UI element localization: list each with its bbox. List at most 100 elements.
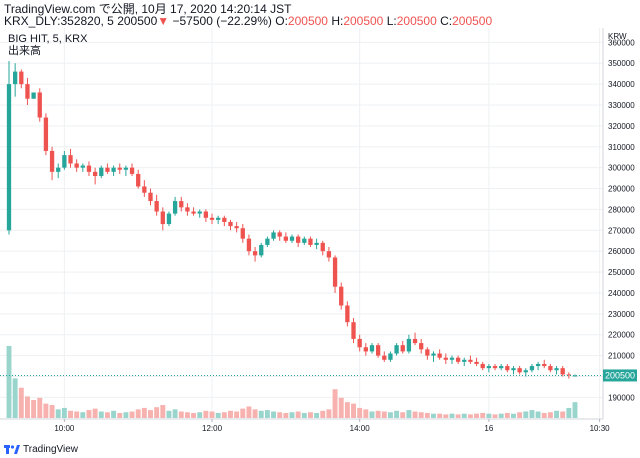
candle-body xyxy=(529,366,535,371)
volume-bar xyxy=(6,346,12,418)
candle-body xyxy=(468,359,473,362)
chart-legend: BIG HIT, 5, KRX 出来高 xyxy=(8,33,87,57)
candle-body xyxy=(259,244,264,256)
volume-bar xyxy=(295,411,301,418)
grid-lines xyxy=(0,28,603,419)
close-value: 200500 xyxy=(452,14,493,28)
candle-body xyxy=(265,238,270,245)
candle-body xyxy=(332,257,338,287)
volume-bar xyxy=(529,410,535,418)
volume-bar xyxy=(541,412,547,418)
candle-body xyxy=(209,217,215,220)
candle-body xyxy=(375,345,381,356)
volume-bar xyxy=(18,387,24,418)
candle-body xyxy=(295,236,301,243)
candle-body xyxy=(369,345,375,352)
tradingview-brand: TradingView xyxy=(23,443,79,455)
legend-title: BIG HIT, 5, KRX xyxy=(8,33,88,45)
price-tick-label: 300000 xyxy=(608,164,635,173)
candle-body xyxy=(492,366,498,369)
symbol-quote-line: KRX_DLY:352820, 5 200500▼ −57500 (−22.29… xyxy=(4,14,492,28)
candle-body xyxy=(246,238,252,252)
candle-body xyxy=(43,117,49,151)
candle-body xyxy=(443,357,448,360)
volume-bar xyxy=(338,397,344,418)
candle-body xyxy=(6,84,12,231)
volume-bar xyxy=(160,405,166,418)
price-tick-label: 240000 xyxy=(608,289,635,298)
low-label: L: xyxy=(386,14,397,28)
volume-bar xyxy=(172,409,178,418)
volume-bar xyxy=(547,412,553,418)
volume-bar xyxy=(301,412,307,418)
volume-bar xyxy=(215,412,221,418)
candle-body xyxy=(283,236,289,241)
candle-body xyxy=(86,165,92,172)
volume-bar xyxy=(104,412,110,418)
down-arrow-icon: ▼ xyxy=(157,14,170,28)
volume-bar xyxy=(178,411,184,418)
candle-body xyxy=(394,345,399,354)
price-axis[interactable]: KRW 190000200000210000220000230000240000… xyxy=(602,28,640,419)
volume-bar xyxy=(566,407,572,418)
volume-bar xyxy=(283,412,289,418)
price-tick-label: 230000 xyxy=(608,310,635,319)
candle-body xyxy=(148,192,153,202)
volume-bar xyxy=(431,413,436,418)
volume-bar xyxy=(307,412,313,418)
candle-body xyxy=(308,238,313,245)
volume-bar xyxy=(461,413,467,418)
price-tick-label: 290000 xyxy=(608,185,635,194)
price-tick-label: 250000 xyxy=(608,268,635,277)
volume-bar xyxy=(554,410,560,418)
candle-body xyxy=(49,150,55,172)
volume-bar xyxy=(394,410,400,418)
volume-bar xyxy=(375,410,381,418)
volume-bar xyxy=(344,402,350,418)
candle-body xyxy=(548,366,553,371)
volume-bar xyxy=(240,408,246,418)
candle-body xyxy=(462,359,467,362)
volume-bar xyxy=(535,411,541,418)
candle-body xyxy=(455,357,461,362)
high-value: 200500 xyxy=(343,14,384,28)
price-change: −57500 (−22.29%) xyxy=(172,14,272,28)
volume-bar xyxy=(517,412,523,418)
volume-bar xyxy=(98,411,104,418)
candle-body xyxy=(363,347,368,352)
candle-body xyxy=(129,167,135,174)
volume-bar xyxy=(86,410,92,418)
volume-bar xyxy=(209,411,215,418)
currency-label: KRW xyxy=(608,32,627,41)
candle-body xyxy=(105,167,110,172)
candle-body xyxy=(166,213,172,225)
volume-bar xyxy=(221,412,227,418)
volume-bar xyxy=(480,412,486,418)
candle-body xyxy=(302,238,307,243)
volume-bar xyxy=(246,406,252,418)
price-tick-label: 330000 xyxy=(608,101,635,110)
candle-body xyxy=(314,242,319,245)
candle-body xyxy=(154,201,159,212)
candle-body xyxy=(412,338,418,344)
volume-bars xyxy=(6,346,578,418)
volume-bar xyxy=(277,412,283,418)
candle-body xyxy=(123,167,129,170)
candle-body xyxy=(203,211,209,218)
candle-body xyxy=(37,92,42,118)
candle-body xyxy=(566,374,572,376)
volume-bar xyxy=(381,411,387,418)
volume-bar xyxy=(357,407,363,418)
candle-body xyxy=(179,201,184,208)
candle-body xyxy=(388,353,393,360)
volume-bar xyxy=(68,410,73,418)
volume-bar xyxy=(24,396,30,418)
volume-bar xyxy=(455,414,461,418)
volume-bar xyxy=(203,410,209,418)
volume-bar xyxy=(12,378,18,418)
tradingview-footer[interactable]: TradingView xyxy=(4,441,78,457)
price-chart[interactable]: KRW 190000200000210000220000230000240000… xyxy=(0,28,640,458)
candle-body xyxy=(554,368,559,371)
volume-bar xyxy=(369,411,375,418)
